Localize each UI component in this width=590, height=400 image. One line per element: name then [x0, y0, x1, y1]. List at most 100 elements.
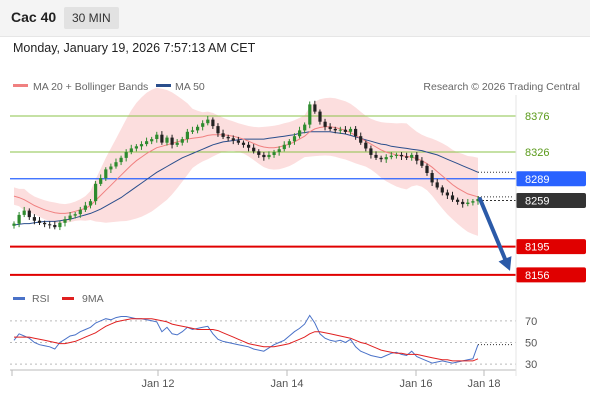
x-axis: Jan 12 Jan 14 Jan 16 Jan 18 [11, 370, 501, 390]
candle-body [267, 154, 271, 158]
candle-body [180, 139, 184, 143]
candle-body [216, 126, 220, 134]
rsi-tick-50: 50 [525, 338, 537, 350]
candle-body [359, 136, 363, 143]
candle-body [257, 151, 261, 155]
level-tag-8156 [516, 267, 586, 283]
candle-body [73, 214, 77, 216]
candle-body [43, 222, 47, 225]
candle-body [450, 195, 455, 200]
candle-body [343, 129, 347, 132]
candle-body [420, 160, 424, 166]
level-tag-8195 [516, 239, 586, 255]
rsi-ma-legend-swatch [62, 297, 74, 300]
candle-body [68, 215, 72, 220]
candle-body [22, 210, 26, 215]
candle-body [415, 154, 419, 161]
candle-body [17, 214, 21, 224]
candle-body [456, 199, 460, 202]
candle-body [129, 148, 133, 152]
level-label-8259: 8259 [525, 195, 549, 207]
rsi-panel: 70 50 30 [10, 314, 537, 371]
rsi-ma-legend-label: 9MA [82, 293, 104, 305]
candle-body [78, 209, 82, 215]
candle-body [318, 111, 322, 122]
candle-body [364, 142, 368, 149]
x-tick-label: Jan 12 [141, 378, 174, 390]
candle-body [32, 217, 36, 221]
candle-body [394, 154, 398, 156]
candle-body [405, 156, 409, 158]
candle-body [476, 199, 480, 202]
candle-body [379, 157, 383, 160]
candle-body [287, 141, 291, 145]
x-tick-label: Jan 16 [399, 378, 432, 390]
candle-body [221, 133, 225, 137]
candle-body [236, 140, 240, 143]
candle-body [369, 148, 373, 155]
bollinger-band [14, 87, 478, 236]
ma50-line [13, 131, 479, 226]
candle-body [145, 141, 149, 145]
candle-body [333, 128, 337, 131]
candle-body [241, 142, 246, 145]
level-labels: 8376 8326 8289 8259 8195 8156 [516, 111, 586, 283]
ma20-legend-swatch [13, 84, 28, 87]
candle-body [139, 144, 144, 147]
candle-body [206, 119, 210, 124]
candle-body [119, 157, 123, 163]
level-tag-8289 [516, 171, 586, 187]
candle-body [63, 219, 67, 223]
candle-body [201, 123, 205, 127]
candle-body [58, 222, 62, 228]
candle-body [94, 183, 98, 202]
candle-body [88, 201, 93, 206]
candle-body [389, 155, 393, 158]
rsi-legend-swatch [13, 297, 25, 300]
candle-body [114, 162, 118, 167]
candle-body [466, 202, 470, 204]
bollinger-band-area [14, 87, 478, 236]
candle-body [399, 154, 404, 157]
candle-body [160, 134, 164, 143]
datetime-label: Monday, January 19, 2026 7:57:13 AM CET [13, 41, 256, 55]
candle-body [27, 210, 31, 218]
candle-body [282, 144, 286, 150]
rsi-line [13, 314, 479, 364]
candle-body [175, 142, 179, 145]
candle-body [155, 134, 159, 139]
forecast-arrow-shaft [478, 197, 507, 261]
candle-body [303, 124, 307, 131]
rsi-legend-label: RSI [32, 293, 50, 305]
level-tag-8259 [516, 192, 586, 208]
candle-body [247, 144, 251, 148]
candle-body [328, 126, 332, 129]
candle-body [134, 146, 138, 149]
candle-body [338, 129, 342, 131]
candle-body [262, 154, 266, 158]
candle-body [430, 173, 434, 183]
candle-body [37, 220, 42, 223]
candle-body [48, 224, 52, 226]
candle-body [440, 187, 444, 193]
timeframe-badge[interactable]: 30 MIN [64, 7, 119, 29]
level-label-8376: 8376 [525, 111, 549, 123]
candle-body [99, 178, 103, 184]
x-tick-label: Jan 14 [270, 378, 303, 390]
candle-body [252, 147, 256, 152]
ma50-legend-label: MA 50 [175, 81, 205, 93]
instrument-title: Cac 40 [11, 9, 57, 25]
ma50-legend-swatch [156, 84, 171, 87]
candle-body [410, 154, 414, 158]
candle-body [196, 126, 200, 131]
candle-body [109, 166, 113, 170]
forecast-arrow [478, 197, 512, 271]
candle-body [124, 152, 128, 158]
ma20-legend-label: MA 20 + Bollinger Bands [33, 81, 148, 93]
candle-body [272, 152, 276, 155]
candle-body [461, 201, 465, 205]
candle-body [185, 131, 189, 139]
candle-body [104, 169, 108, 179]
rsi-tick-70: 70 [525, 316, 537, 328]
x-tick-label: Jan 18 [467, 378, 500, 390]
